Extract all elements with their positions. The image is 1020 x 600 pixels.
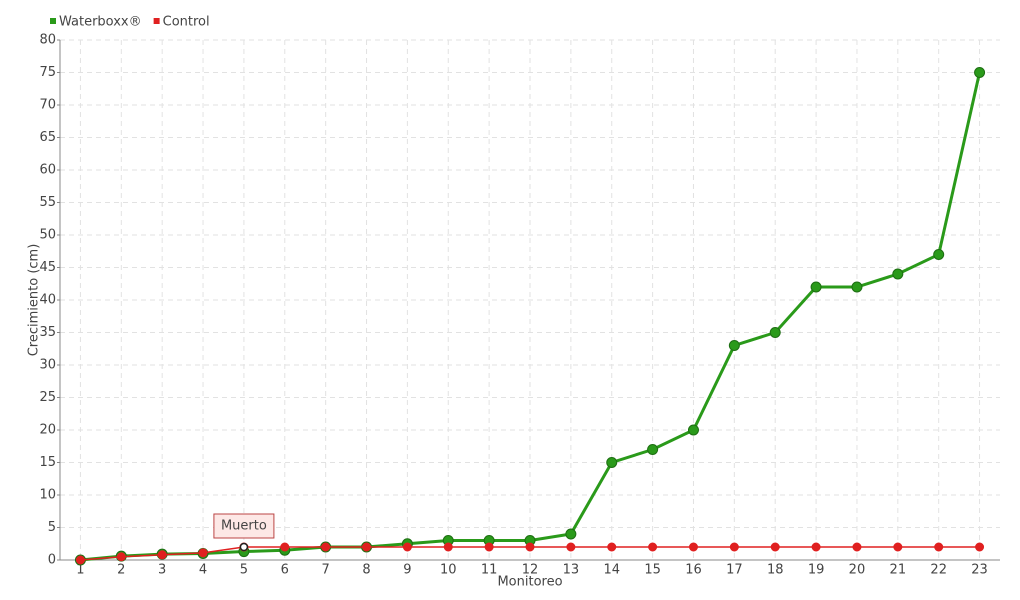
x-tick-label: 11 (481, 563, 498, 578)
data-point (75, 555, 85, 565)
x-tick-label: 14 (603, 563, 620, 578)
x-axis-title: Monitoreo (497, 575, 562, 590)
x-tick-label: 12 (522, 563, 539, 578)
y-tick-label: 10 (39, 488, 56, 503)
data-point (934, 542, 944, 552)
x-tick-label: 8 (362, 563, 370, 578)
data-point (525, 542, 535, 552)
y-tick-label: 25 (39, 390, 56, 405)
series-line (80, 72, 982, 562)
annotation-point (239, 542, 249, 552)
y-tick-label: 35 (39, 325, 56, 340)
data-point (687, 424, 699, 436)
x-tick-label: 9 (403, 563, 411, 578)
x-tick-label: 21 (890, 563, 907, 578)
data-point (362, 542, 372, 552)
data-point (157, 550, 167, 560)
legend-label: Waterboxx® (59, 15, 142, 30)
annotation-box (213, 513, 275, 539)
data-point (769, 327, 781, 338)
data-point (606, 457, 618, 468)
data-point (933, 249, 945, 260)
x-tick-label: 3 (158, 563, 166, 578)
legend-swatch (153, 18, 160, 24)
data-point (402, 542, 412, 552)
x-tick-label: 17 (726, 563, 743, 578)
data-point (811, 542, 821, 552)
data-point (852, 542, 862, 552)
data-point (647, 444, 659, 455)
y-tick-label: 40 (39, 293, 56, 308)
data-point (321, 542, 331, 552)
x-tick-label: 20 (849, 563, 866, 578)
y-tick-label: 65 (39, 130, 56, 145)
data-point (893, 542, 903, 552)
x-tick-label: 19 (808, 563, 825, 578)
x-tick-label: 4 (199, 563, 207, 578)
data-point (484, 542, 494, 552)
data-point (648, 542, 658, 552)
y-tick-label: 75 (39, 65, 56, 80)
data-point (280, 542, 290, 552)
x-tick-label: 22 (930, 563, 947, 578)
data-point (851, 281, 863, 293)
y-tick-label: 50 (39, 228, 56, 243)
x-tick-label: 2 (117, 563, 125, 578)
y-tick-label: 15 (39, 455, 56, 470)
x-tick-label: 23 (971, 563, 988, 578)
x-tick-label: 15 (644, 563, 661, 578)
y-tick-label: 55 (39, 195, 56, 210)
annotation-text: Muerto (221, 519, 267, 534)
y-tick-label: 80 (39, 33, 56, 48)
y-tick-label: 70 (39, 98, 56, 113)
x-tick-label: 5 (240, 563, 248, 578)
y-tick-label: 0 (48, 553, 56, 568)
data-point (116, 552, 126, 562)
y-tick-label: 20 (39, 423, 56, 438)
data-point (728, 340, 740, 351)
y-tick-label: 5 (48, 520, 56, 535)
data-point (443, 542, 453, 552)
x-tick-label: 10 (440, 563, 457, 578)
data-point (688, 542, 698, 552)
data-point (729, 542, 739, 552)
x-tick-label: 6 (281, 563, 289, 578)
x-tick-label: 1 (76, 563, 84, 578)
legend-swatch (50, 18, 56, 24)
x-tick-label: 13 (563, 563, 580, 578)
data-point (975, 542, 985, 552)
data-point (974, 67, 986, 78)
legend-label: Control (163, 15, 210, 30)
y-axis-title: Crecimiento (cm) (27, 244, 42, 357)
data-point (566, 542, 576, 552)
y-tick-label: 45 (39, 260, 56, 275)
data-point (565, 528, 577, 540)
y-tick-label: 30 (39, 358, 56, 373)
data-point (607, 542, 617, 552)
y-tick-label: 60 (39, 163, 56, 178)
x-tick-label: 16 (685, 563, 702, 578)
data-point (198, 548, 208, 558)
x-tick-label: 7 (322, 563, 330, 578)
data-point (892, 268, 904, 280)
data-point (810, 281, 822, 293)
data-point (770, 542, 780, 552)
x-tick-label: 18 (767, 563, 784, 578)
